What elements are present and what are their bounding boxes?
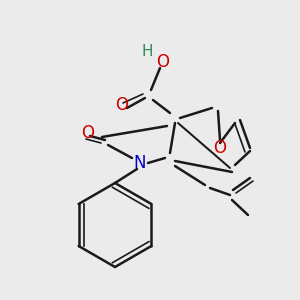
Text: O: O [116, 96, 128, 114]
Text: O: O [82, 124, 94, 142]
Text: N: N [134, 154, 146, 172]
Text: O: O [157, 53, 169, 71]
Text: H: H [141, 44, 153, 59]
Text: O: O [214, 139, 226, 157]
